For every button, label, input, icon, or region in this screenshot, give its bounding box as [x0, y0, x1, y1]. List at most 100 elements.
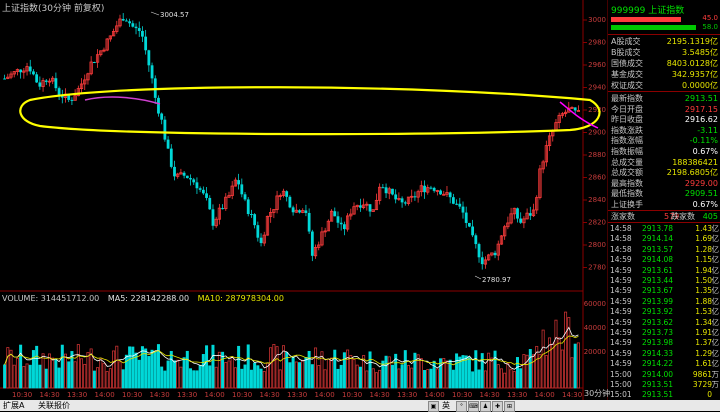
tick-unit: 亿	[711, 224, 720, 233]
candle-body	[416, 191, 420, 198]
candle-body	[320, 231, 324, 246]
stat-value: 2913.51	[684, 94, 718, 103]
up-count: 579	[664, 212, 680, 221]
candle-body	[394, 194, 398, 200]
volume-bar	[102, 363, 106, 389]
volume-ma5: MA5: 228142288.00	[107, 294, 190, 303]
volume-bar	[544, 355, 548, 389]
candle-body	[483, 259, 488, 265]
volume-bar	[416, 354, 420, 389]
candle-body	[342, 224, 346, 230]
tick-row[interactable]: 14:59 2913.92 1.53 亿	[608, 307, 720, 317]
stat-value: 2909.51	[684, 189, 718, 199]
time-axis-label: 13:30	[67, 391, 87, 399]
tick-price: 2914.22	[642, 359, 674, 369]
candle-body	[111, 31, 116, 37]
tick-row[interactable]: 14:58 2913.57 1.28 亿	[608, 245, 720, 255]
candle-body	[499, 235, 504, 245]
volume-bar	[96, 367, 100, 389]
stat-label: 最低指数	[611, 189, 643, 199]
candle-body	[439, 190, 442, 195]
volume-bar	[320, 351, 324, 389]
tick-row[interactable]: 15:00 2913.51 3729 万	[608, 380, 720, 390]
candle-body	[35, 74, 39, 83]
volume-bar	[76, 344, 80, 389]
tick-row[interactable]: 14:59 2913.62 1.34 亿	[608, 318, 720, 328]
candle-body	[201, 189, 205, 194]
volume-bar	[73, 361, 77, 389]
tick-time: 14:59	[610, 317, 632, 327]
candle-body	[230, 185, 234, 196]
tick-row[interactable]: 14:59 2913.44 1.50 亿	[608, 276, 720, 286]
tab-related-quotes[interactable]: 关联报价	[38, 401, 70, 410]
volume-bar	[384, 355, 388, 389]
tick-price: 2913.92	[642, 307, 674, 317]
grid-icon[interactable]: ⊞	[504, 401, 515, 412]
settings-icon[interactable]: ✚	[492, 401, 503, 412]
quote-title: 999999 上证指数	[611, 6, 685, 16]
volume-bar	[214, 366, 218, 389]
tick-row[interactable]: 14:59 2913.61 1.94 亿	[608, 266, 720, 276]
tick-row[interactable]: 14:58 2913.78 1.43 亿	[608, 224, 720, 234]
candle-body	[95, 54, 100, 63]
candle-body	[333, 211, 337, 217]
candle-body	[458, 203, 462, 207]
volume-ma10: MA10: 287978304.00	[197, 294, 284, 303]
volume-bar	[54, 359, 58, 389]
index-stat-row: 指数涨幅 -0.11%	[608, 135, 720, 146]
candle-body	[179, 172, 183, 175]
volume-bar	[509, 369, 513, 389]
volume-ma5-line	[4, 326, 579, 370]
candle-body	[44, 80, 48, 82]
candle-body	[144, 36, 148, 51]
candle-body	[19, 69, 23, 73]
tick-volume: 1.34	[695, 317, 712, 327]
candle-body	[371, 209, 375, 212]
tick-time: 14:59	[610, 286, 632, 296]
candle-body	[15, 69, 20, 72]
tick-row[interactable]: 14:59 2914.33 1.29 亿	[608, 349, 720, 359]
volume-bar	[461, 355, 465, 389]
volume-bar	[570, 357, 574, 389]
index-stat-row: 上证换手 0.67%	[608, 199, 720, 210]
tick-row[interactable]: 14:59 2913.98 1.37 亿	[608, 338, 720, 348]
tick-row[interactable]: 14:59 2913.99 1.88 亿	[608, 297, 720, 307]
candle-body	[189, 178, 192, 180]
user-icon[interactable]: ♟	[480, 401, 491, 412]
volume-bar	[64, 353, 68, 389]
input-mode-icon[interactable]: ▣	[428, 401, 439, 412]
candle-body	[368, 204, 372, 212]
punctuation-icon[interactable]: °	[456, 401, 467, 412]
keyboard-icon[interactable]: ⌨	[468, 401, 479, 412]
volume-bar	[240, 368, 244, 389]
candle-body	[265, 215, 270, 236]
tick-row[interactable]: 14:59 2914.08 1.15 亿	[608, 255, 720, 265]
volume-bar	[397, 368, 401, 389]
tick-unit: 亿	[711, 286, 720, 296]
volume-bar	[256, 365, 260, 389]
candle-body	[182, 172, 186, 176]
volume-bar	[557, 337, 561, 389]
volume-bar	[294, 361, 298, 389]
volume-bar	[400, 364, 404, 389]
stat-value: 0.67%	[692, 147, 718, 156]
price-axis-label: 2980	[588, 39, 606, 47]
tick-row[interactable]: 14:59 2914.22 1.61 亿	[608, 359, 720, 369]
volume-bar	[451, 369, 455, 389]
ime-indicator[interactable]: 英	[442, 401, 450, 410]
period-label[interactable]: 30分钟	[584, 389, 611, 398]
volume-bar	[22, 366, 26, 389]
tick-row[interactable]: 14:59 2913.67 1.35 亿	[608, 286, 720, 296]
tab-extended[interactable]: 扩展A	[3, 401, 25, 410]
candle-body	[547, 135, 552, 147]
candle-body	[240, 184, 244, 195]
updown-row: 涨家数 579 跌家数 405	[608, 211, 720, 222]
tick-row[interactable]: 14:58 2914.14 1.69 亿	[608, 234, 720, 244]
tick-row[interactable]: 15:00 2914.00 9861 万	[608, 370, 720, 380]
volume-bar	[89, 348, 93, 389]
tick-row[interactable]: 14:59 2913.73 1.91 亿	[608, 328, 720, 338]
tick-row[interactable]: 15:01 2913.51 0	[608, 390, 720, 400]
candle-body	[224, 196, 228, 210]
time-axis-label: 14:30	[40, 391, 60, 399]
